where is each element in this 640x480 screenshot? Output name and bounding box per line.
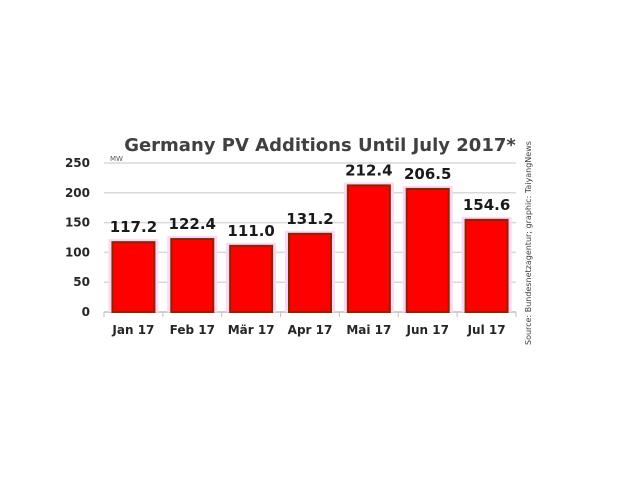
bar <box>405 187 450 313</box>
y-tick-label: 200 <box>65 186 90 200</box>
x-tick-label: Jul 17 <box>467 323 506 337</box>
x-tick-label: Jun 17 <box>405 323 448 337</box>
data-label: 212.4 <box>345 161 392 179</box>
data-label: 206.5 <box>404 165 451 183</box>
bar <box>111 241 156 313</box>
bar <box>464 218 509 313</box>
data-label: 111.0 <box>227 222 274 240</box>
y-tick-label: 100 <box>65 245 90 259</box>
x-tick-label: Apr 17 <box>288 323 333 337</box>
x-tick-label: Mär 17 <box>228 323 275 337</box>
y-tick-label: 250 <box>65 156 90 170</box>
y-tick-label: 50 <box>73 275 90 289</box>
data-label: 122.4 <box>169 215 216 233</box>
data-label: 131.2 <box>286 210 333 228</box>
data-label: 154.6 <box>463 196 510 214</box>
unit-label: MW <box>110 155 123 163</box>
x-tick-label: Mai 17 <box>346 323 391 337</box>
bar <box>346 184 391 314</box>
source-note: Source: Bundesnetzagentur; graphic: Taiy… <box>524 141 533 345</box>
data-label: 117.2 <box>110 218 157 236</box>
bar <box>170 238 215 314</box>
bar <box>288 232 332 313</box>
x-tick-label: Feb 17 <box>170 323 215 337</box>
y-tick-label: 0 <box>82 305 90 319</box>
bar <box>229 244 274 313</box>
chart-title: Germany PV Additions Until July 2017* <box>124 135 516 156</box>
x-tick-label: Jan 17 <box>111 323 154 337</box>
y-tick-label: 150 <box>65 216 90 230</box>
